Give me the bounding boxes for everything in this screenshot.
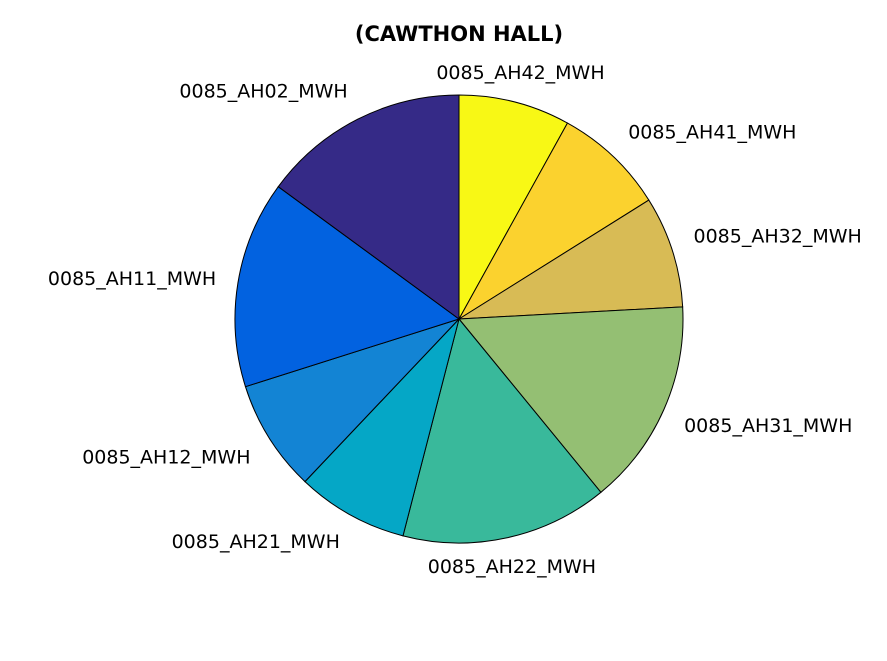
pie-label-0085-ah11-mwh: 0085_AH11_MWH xyxy=(48,268,216,290)
pie-label-0085-ah42-mwh: 0085_AH42_MWH xyxy=(436,62,604,84)
pie-slice-0085-ah12-mwh xyxy=(244,317,461,483)
pie-slice-0085-ah32-mwh xyxy=(457,199,684,320)
pie-labels: 0085_AH42_MWH 0085_AH41_MWH 0085_AH32_MWH 0… xyxy=(48,62,862,578)
pie-label-0085-ah12-mwh: 0085_AH12_MWH xyxy=(82,447,250,469)
pie-slice-0085-ah22-mwh xyxy=(402,317,602,544)
pie-label-0085-ah31-mwh: 0085_AH31_MWH xyxy=(684,415,852,437)
pie-slice-0085-ah31-mwh xyxy=(457,306,684,494)
pie-label-0085-ah21-mwh: 0085_AH21_MWH xyxy=(172,531,340,553)
pie-label-0085-ah02-mwh: 0085_AH02_MWH xyxy=(179,81,347,103)
pie-slice-0085-ah02-mwh xyxy=(277,94,460,320)
pie-slice-0085-ah21-mwh xyxy=(304,317,460,537)
pie-slice-0085-ah11-mwh xyxy=(234,185,461,388)
pie-label-0085-ah32-mwh: 0085_AH32_MWH xyxy=(694,226,862,248)
pie-label-0085-ah41-mwh: 0085_AH41_MWH xyxy=(628,121,796,143)
pie-label-0085-ah22-mwh: 0085_AH22_MWH xyxy=(428,556,596,578)
pie-slice-0085-ah42-mwh xyxy=(458,94,569,321)
pie-slices xyxy=(234,94,684,544)
pie-slice-0085-ah41-mwh xyxy=(457,122,650,321)
chart-title: (CAWTHON HALL) xyxy=(355,22,563,46)
